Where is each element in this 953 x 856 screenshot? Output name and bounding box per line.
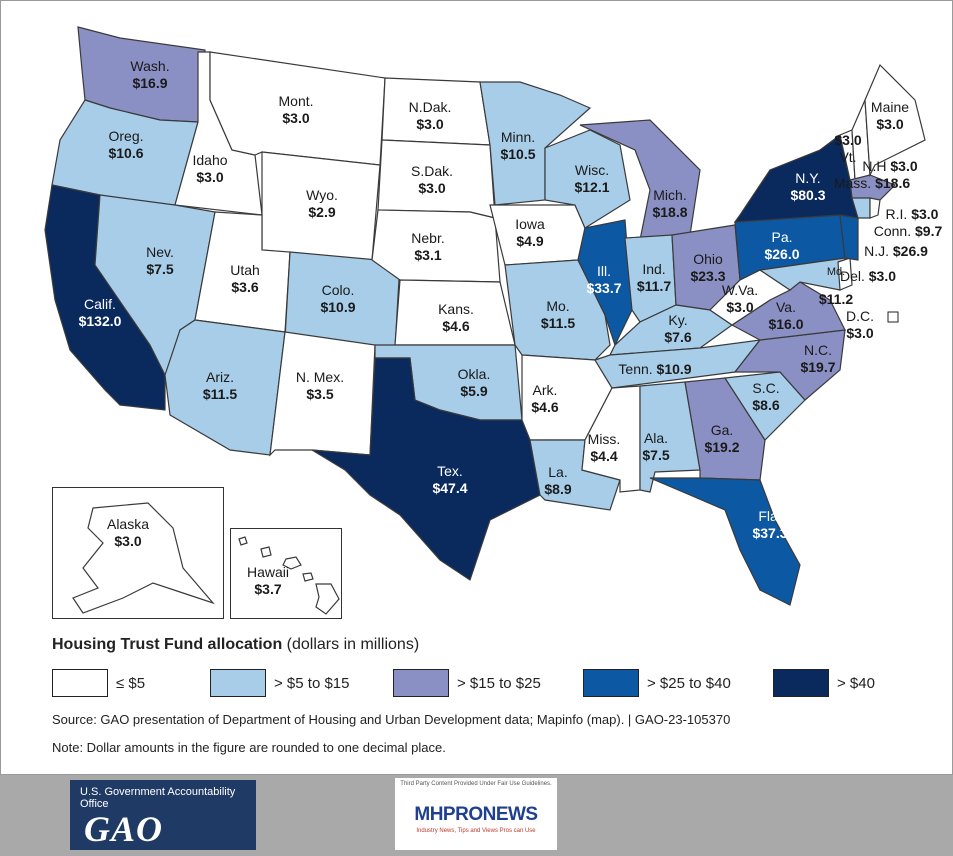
label-north-carolina: N.C. $19.7 bbox=[800, 342, 836, 375]
legend-label: > $15 to $25 bbox=[457, 674, 541, 692]
hawaii-inset bbox=[230, 528, 342, 619]
label-kentucky: Ky. $7.6 bbox=[664, 312, 692, 345]
label-dc: D.C. $3.0 bbox=[846, 308, 874, 341]
state-massachusetts bbox=[849, 174, 897, 201]
legend-item-gt40: > $40 bbox=[773, 668, 875, 698]
label-iowa: Iowa $4.9 bbox=[515, 216, 545, 249]
label-north-dakota: N.Dak. $3.0 bbox=[408, 99, 452, 132]
state-rhode-island bbox=[869, 197, 881, 219]
label-massachusetts: Mass. $18.6 bbox=[833, 175, 911, 191]
gao-org-name: U.S. Government Accountability Office bbox=[80, 786, 236, 810]
label-nevada: Nev. $7.5 bbox=[146, 244, 174, 277]
label-florida: Fla. $37.3 bbox=[752, 508, 788, 541]
label-oregon: Oreg. $10.6 bbox=[108, 128, 144, 161]
label-minnesota: Minn. $10.5 bbox=[500, 129, 536, 162]
state-maryland bbox=[758, 257, 846, 291]
legend-item-25to40: > $25 to $40 bbox=[583, 668, 731, 698]
legend-swatch bbox=[773, 669, 829, 697]
alaska-inset bbox=[52, 487, 224, 619]
label-rhode-island: R.I. $3.0 bbox=[885, 206, 939, 222]
label-virginia: Va. $16.0 bbox=[768, 299, 804, 332]
label-mississippi: Miss. $4.4 bbox=[587, 431, 621, 464]
label-tennessee: Tenn. $10.9 bbox=[618, 361, 692, 377]
label-oklahoma: Okla. $5.9 bbox=[457, 366, 491, 399]
state-maine bbox=[864, 63, 926, 178]
label-missouri: Mo. $11.5 bbox=[540, 298, 576, 331]
label-south-carolina: S.C. $8.6 bbox=[752, 380, 780, 413]
label-alaska: Alaska $3.0 bbox=[106, 516, 150, 549]
label-hawaii: Hawaii $3.7 bbox=[246, 564, 290, 597]
label-maine: Maine $3.0 bbox=[870, 99, 910, 132]
mh-tagline: Industry News, Tips and Views Pros can U… bbox=[416, 828, 536, 834]
gao-abbr: GAO bbox=[84, 809, 164, 849]
label-texas: Tex. $47.4 bbox=[432, 463, 468, 496]
label-georgia: Ga. $19.2 bbox=[704, 422, 740, 455]
label-wyoming: Wyo. $2.9 bbox=[306, 187, 338, 220]
label-idaho: Idaho $3.0 bbox=[192, 152, 228, 185]
legend-item-15to25: > $15 to $25 bbox=[393, 668, 541, 698]
label-arkansas: Ark. $4.6 bbox=[531, 382, 559, 415]
legend-swatch bbox=[583, 669, 639, 697]
state-texas bbox=[311, 357, 541, 581]
label-colorado: Colo. $10.9 bbox=[320, 282, 356, 315]
label-new-york: N.Y. $80.3 bbox=[790, 170, 826, 203]
label-michigan: Mich. $18.8 bbox=[652, 187, 688, 220]
mh-name: MHPRONEWS bbox=[414, 804, 538, 825]
label-new-jersey: N.J. $26.9 bbox=[864, 243, 928, 259]
legend-label: > $5 to $15 bbox=[274, 674, 350, 692]
label-west-virginia: W.Va. $3.0 bbox=[721, 282, 759, 315]
legend-item-le5: ≤ $5 bbox=[52, 668, 145, 698]
mhpronews-logo: Third Party Content Provided Under Fair … bbox=[395, 778, 557, 850]
label-kansas: Kans. $4.6 bbox=[438, 301, 474, 334]
label-louisiana: La. $8.9 bbox=[544, 464, 572, 497]
gao-logo: U.S. Government Accountability Office GA… bbox=[70, 780, 256, 850]
legend-label: ≤ $5 bbox=[116, 674, 146, 692]
label-illinois: Ill. $33.7 bbox=[586, 263, 622, 296]
label-south-dakota: S.Dak. $3.0 bbox=[410, 163, 454, 196]
legend-label: > $25 to $40 bbox=[647, 674, 731, 692]
label-alabama: Ala. $7.5 bbox=[642, 430, 670, 463]
us-states-map bbox=[44, 26, 926, 606]
state-wisconsin bbox=[544, 129, 631, 229]
legend-swatch bbox=[393, 669, 449, 697]
alaska-shape bbox=[72, 502, 215, 614]
legend-item-5to15: > $5 to $15 bbox=[210, 668, 349, 698]
label-pennsylvania: Pa. $26.0 bbox=[764, 229, 800, 262]
label-indiana: Ind. $11.7 bbox=[636, 261, 672, 294]
legend-title: Housing Trust Fund allocation (dollars i… bbox=[52, 636, 420, 653]
label-ohio: Ohio $23.3 bbox=[690, 251, 726, 284]
legend-swatch bbox=[210, 669, 266, 697]
label-arizona: Ariz. $11.5 bbox=[202, 369, 238, 402]
label-california: Calif. $132.0 bbox=[78, 296, 122, 329]
label-washington: Wash. $16.9 bbox=[130, 58, 170, 91]
label-montana: Mont. $3.0 bbox=[278, 93, 314, 126]
mh-fair-use-note: Third Party Content Provided Under Fair … bbox=[400, 781, 552, 787]
label-vermont: $3.0 Vt. bbox=[834, 132, 862, 165]
label-connecticut: Conn. $9.7 bbox=[873, 223, 943, 239]
label-maryland: Md. $11.2 bbox=[818, 266, 854, 307]
source-note: Source: GAO presentation of Department o… bbox=[52, 712, 731, 727]
state-delaware bbox=[837, 257, 853, 291]
rounding-note: Note: Dollar amounts in the figure are r… bbox=[52, 740, 446, 755]
state-florida bbox=[649, 477, 801, 606]
label-new-hampshire: N.H $3.0 bbox=[862, 158, 918, 174]
legend-swatch bbox=[52, 669, 108, 697]
label-nebraska: Nebr. $3.1 bbox=[411, 230, 445, 263]
legend-label: > $40 bbox=[837, 674, 875, 692]
label-wisconsin: Wisc. $12.1 bbox=[574, 162, 610, 195]
dc-marker bbox=[887, 311, 899, 323]
label-utah: Utah $3.6 bbox=[230, 262, 260, 295]
label-new-mexico: N. Mex. $3.5 bbox=[295, 369, 345, 402]
hawaii-shape bbox=[238, 536, 340, 615]
label-delaware: Del. $3.0 bbox=[839, 268, 897, 284]
